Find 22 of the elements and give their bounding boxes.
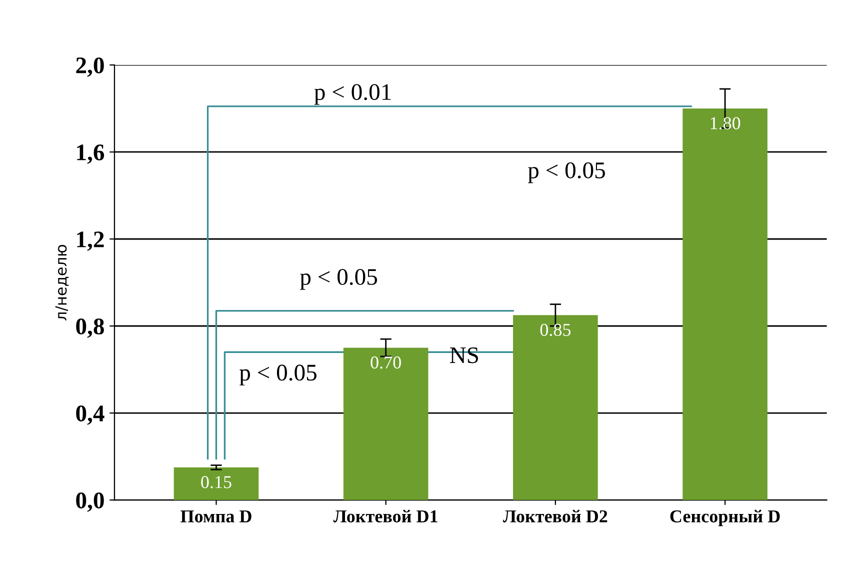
data-label: 0.70: [370, 356, 401, 369]
x-tick-label: Сенсорный D: [670, 510, 780, 526]
x-tick-label: Локтевой D2: [503, 510, 608, 522]
data-label: 0.15: [201, 476, 232, 488]
bar: [174, 467, 259, 500]
data-label: 0.85: [540, 324, 571, 336]
x-tick-label: Локтевой D1: [333, 510, 438, 522]
y-tick-label: 1,2: [77, 232, 104, 251]
annotation: p < 0.05: [528, 162, 605, 184]
bar: [513, 315, 598, 500]
y-tick-label: 0,4: [76, 406, 104, 425]
y-tick-label: 2,0: [76, 57, 104, 77]
annotation: p < 0.01: [314, 84, 391, 105]
y-axis-title: л/неделю: [55, 244, 69, 320]
x-tick-label: Помпа D: [180, 510, 252, 522]
bar: [682, 108, 768, 500]
annotation: p < 0.05: [300, 268, 378, 290]
y-tick-label: 0,0: [76, 492, 104, 512]
annotation: p < 0.05: [240, 364, 316, 386]
y-tick-label: 0,8: [76, 318, 104, 338]
bar: [343, 348, 428, 500]
y-tick-label: 1,6: [77, 144, 104, 164]
